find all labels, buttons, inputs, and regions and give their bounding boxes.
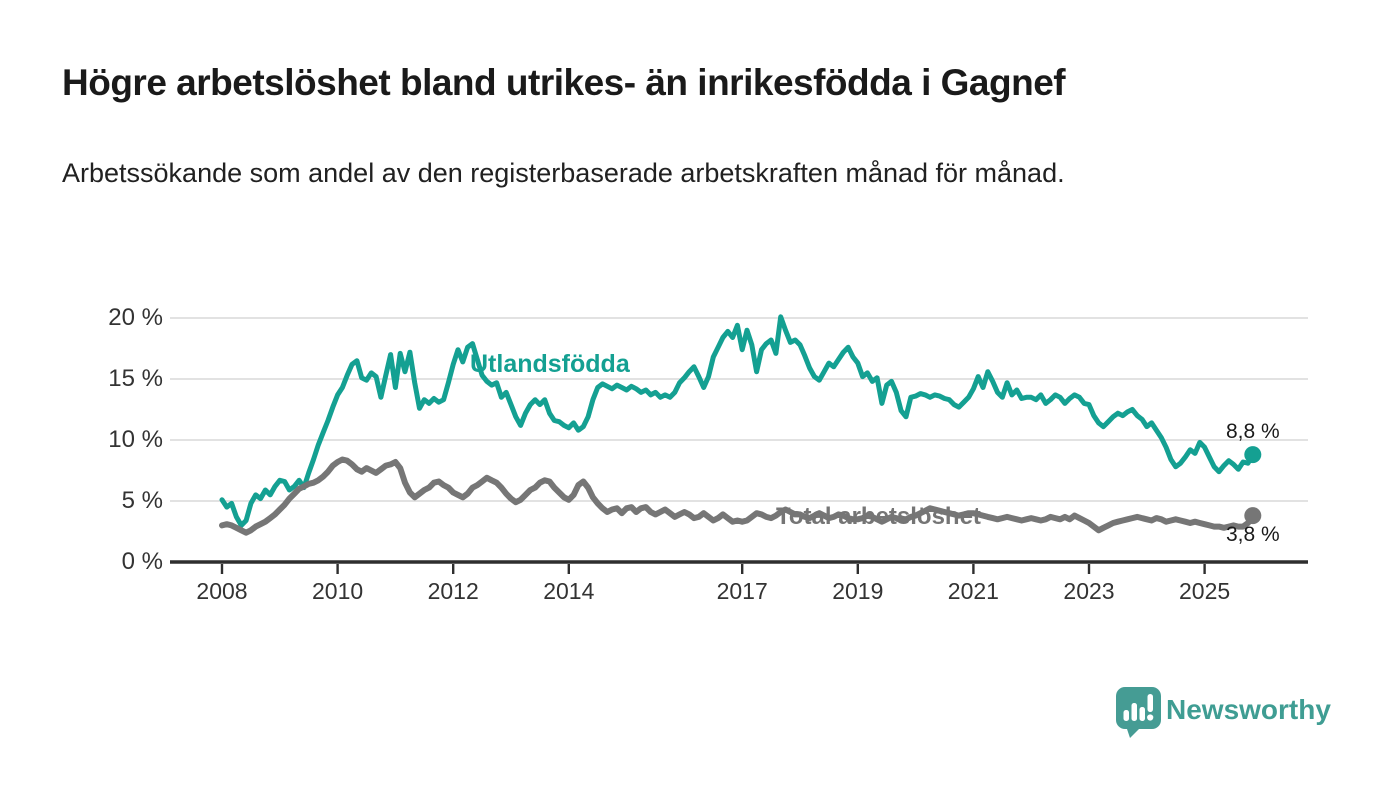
x-axis-label: 2008	[196, 578, 248, 604]
page-title: Högre arbetslöshet bland utrikes- än inr…	[62, 62, 1066, 103]
series-line-utlandsfodda	[219, 314, 1256, 528]
chart-subtitle: Arbetssökande som andel av den registerb…	[62, 158, 1065, 188]
series-line-total	[219, 456, 1256, 536]
series-label-utlandsfodda: Utlandsfödda	[470, 350, 630, 378]
end-value-label-total: 3,8 %	[1226, 523, 1280, 546]
series-label-total-arbetsloshet: Total arbetslöshet	[776, 503, 981, 530]
newsworthy-logo-icon	[1116, 687, 1161, 738]
end-value-label-utlandsfodda: 8,8 %	[1226, 420, 1280, 443]
x-axis-label: 2019	[832, 578, 884, 604]
x-axis-label: 2010	[312, 578, 364, 604]
newsworthy-wordmark: Newsworthy	[1166, 694, 1331, 725]
x-axis-label: 2021	[947, 578, 999, 604]
y-axis-label: 5 %	[121, 487, 163, 514]
y-axis-label: 20 %	[108, 304, 163, 331]
y-axis-label: 10 %	[108, 426, 163, 453]
x-axis-label: 2025	[1179, 578, 1231, 604]
y-axis-label: 15 %	[108, 365, 163, 392]
x-axis-label: 2023	[1063, 578, 1115, 604]
x-axis-label: 2012	[427, 578, 479, 604]
y-axis-label: 0 %	[121, 548, 163, 575]
series-end-dot-utlandsfodda	[1244, 446, 1262, 464]
series-end-dot-total	[1244, 507, 1262, 525]
x-axis-label: 2017	[716, 578, 768, 604]
x-axis-label: 2014	[543, 578, 595, 604]
